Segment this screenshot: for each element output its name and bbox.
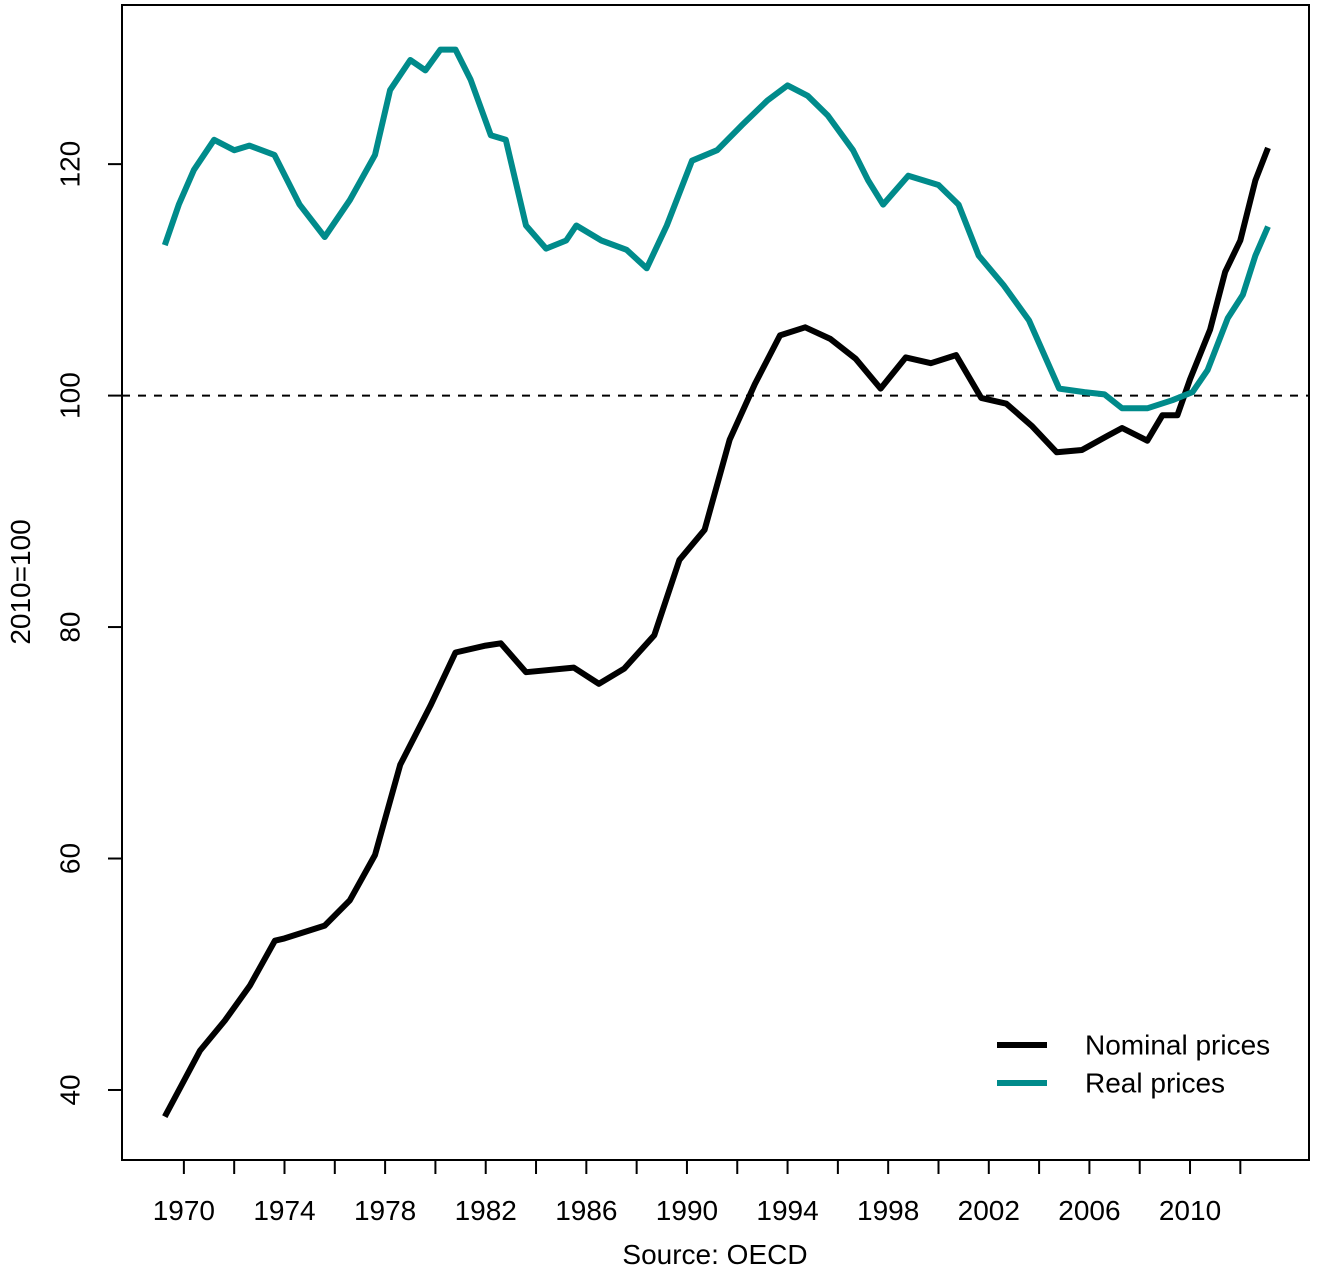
x-tick-label: 2002	[958, 1195, 1020, 1226]
legend-label: Nominal prices	[1085, 1030, 1270, 1061]
x-tick-label: 1998	[857, 1195, 919, 1226]
x-tick-label: 2006	[1058, 1195, 1120, 1226]
y-tick-label: 100	[55, 372, 86, 419]
y-tick-label: 40	[55, 1074, 86, 1105]
series-line	[161, 46, 1271, 412]
x-tick-label: 1990	[656, 1195, 718, 1226]
x-tick-label: 1986	[555, 1195, 617, 1226]
series-line	[162, 146, 1271, 1119]
x-tick-label: 1974	[253, 1195, 315, 1226]
x-tick-label: 1994	[756, 1195, 818, 1226]
x-tick-label: 1970	[153, 1195, 215, 1226]
y-tick-label: 80	[55, 611, 86, 642]
x-tick-label: 1978	[354, 1195, 416, 1226]
x-tick-label: 1982	[455, 1195, 517, 1226]
x-axis-label: Source: OECD	[622, 1239, 807, 1270]
y-tick-label: 60	[55, 843, 86, 874]
plot-frame	[121, 4, 1310, 1161]
x-tick-label: 2010	[1159, 1195, 1221, 1226]
y-tick-label: 120	[55, 141, 86, 188]
y-axis-label: 2010=100	[5, 519, 36, 644]
legend-label: Real prices	[1085, 1068, 1225, 1099]
